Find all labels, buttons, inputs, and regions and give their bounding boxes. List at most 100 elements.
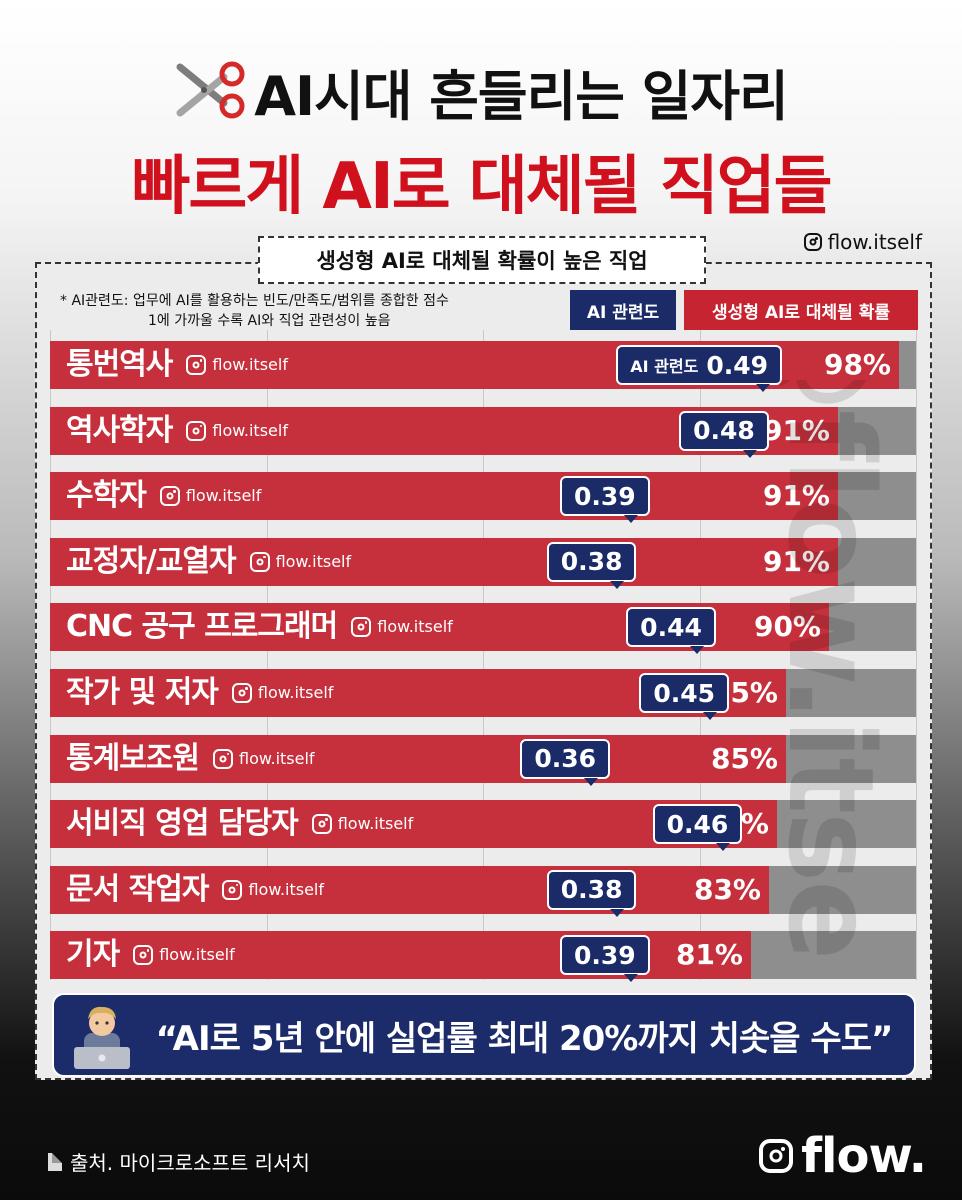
ai-relevance-value: 0.48	[693, 416, 755, 446]
watermark-tag-text: flow.itself	[257, 683, 334, 702]
job-name: 수학자	[66, 478, 147, 514]
job-label: 통계보조원 flow.itself	[66, 735, 315, 783]
note-line-2: 1에 가까울 수록 AI와 직업 관련성이 높음	[148, 313, 391, 329]
instagram-icon	[186, 420, 207, 441]
watermark-tag-text: flow.itself	[185, 486, 262, 506]
probability-label: 81%	[675, 938, 743, 972]
watermark-tag-text: flow.itself	[248, 879, 324, 899]
job-label: 서비직 영업 담당자 flow.itself	[66, 800, 413, 848]
bar-row: 통번역사 flow.itself 98% AI 관련도 0.49	[50, 341, 916, 392]
job-label: 기자 flow.itself	[66, 931, 235, 979]
ai-relevance-badge: AI 관련도 0.49	[616, 345, 782, 392]
job-label: 역사학자 flow.itself	[66, 407, 288, 455]
ai-relevance-badge: 0.38	[546, 869, 637, 917]
instagram-icon	[159, 486, 180, 507]
ai-relevance-badge: 0.46	[652, 804, 743, 852]
watermark-tag: flow.itself	[311, 800, 414, 848]
chart-subtitle: 생성형 AI로 대체될 확률이 높은 직업	[258, 236, 706, 284]
bar-row: 문서 작업자 flow.itself 83% 0.38	[50, 865, 916, 917]
job-label: 교정자/교열자 flow.itself	[66, 538, 351, 586]
ai-relevance-value: 0.39	[574, 940, 636, 970]
watermark-tag: flow.itself	[351, 603, 453, 651]
grid-line	[50, 330, 51, 980]
bar-row: 교정자/교열자 flow.itself 91% 0.38	[50, 537, 916, 589]
ai-relevance-badge: 0.48	[679, 410, 769, 458]
ai-relevance-value: 0.46	[666, 809, 729, 839]
watermark-tag-text: flow.itself	[212, 355, 288, 374]
person-laptop-icon	[74, 1006, 130, 1069]
watermark-tag-text: flow.itself	[212, 420, 288, 440]
chart-note: * AI관련도: 업무에 AI를 활용하는 빈도/만족도/범위를 종합한 점수 …	[60, 291, 449, 331]
column-header-ai-relevance: AI 관련도	[570, 290, 676, 330]
document-icon	[48, 1152, 62, 1171]
probability-bar	[50, 734, 786, 783]
ai-relevance-value: 0.49	[706, 350, 768, 380]
watermark-tag: flow.itself	[231, 669, 334, 717]
ai-relevance-value: 0.38	[560, 875, 623, 905]
note-line-1: * AI관련도: 업무에 AI를 활용하는 빈도/만족도/범위를 종합한 점수	[60, 293, 449, 309]
ai-relevance-value: 0.36	[534, 744, 596, 774]
watermark-tag-text: flow.itself	[377, 617, 453, 637]
instagram-handle-text: flow.itself	[827, 230, 922, 254]
probability-label: 83%	[693, 872, 761, 906]
probability-label: 91%	[762, 544, 830, 578]
grid-line	[700, 330, 701, 980]
watermark-tag: flow.itself	[133, 931, 235, 979]
bar-row: 통계보조원 flow.itself 85% 0.36	[50, 734, 916, 786]
instagram-icon	[186, 355, 207, 375]
job-name: 기자	[66, 937, 120, 973]
ai-relevance-badge: 0.45	[639, 673, 730, 720]
job-name: 작가 및 저자	[66, 675, 219, 710]
job-name: 서비직 영업 담당자	[66, 806, 299, 842]
brand-logo-text: flow.	[801, 1128, 927, 1184]
watermark-tag: flow.itself	[186, 341, 288, 389]
watermark-tag: flow.itself	[222, 866, 324, 914]
job-label: 통번역사 flow.itself	[66, 341, 288, 389]
title-line-2: 빠르게 AI로 대체될 직업들	[131, 150, 833, 224]
grid-line	[483, 330, 484, 980]
instagram-handle-top[interactable]: flow.itself	[803, 230, 922, 254]
job-name: CNC 공구 프로그래머	[66, 609, 338, 645]
source-citation: 출처. 마이크로소프트 리서치	[48, 1147, 310, 1176]
title-line-1: AI시대 흔들리는 일자리	[0, 52, 962, 132]
job-label: 수학자 flow.itself	[66, 472, 261, 520]
instagram-logo-icon	[759, 1139, 794, 1173]
probability-label: 98%	[823, 348, 891, 381]
ai-relevance-prefix: AI 관련도	[630, 357, 699, 376]
ai-relevance-value: 0.39	[574, 481, 636, 511]
bar-row: 역사학자 flow.itself 91% 0.48	[50, 406, 916, 458]
job-name: 통계보조원	[66, 740, 200, 776]
job-name: 통번역사	[66, 347, 173, 382]
watermark-tag: flow.itself	[159, 472, 262, 520]
probability-label: 85%	[710, 741, 778, 775]
bar-row: 수학자 flow.itself 91% 0.39	[50, 472, 916, 524]
chart-grid	[50, 330, 918, 980]
instagram-icon	[133, 945, 154, 966]
brand-logo[interactable]: flow.	[759, 1128, 927, 1184]
instagram-icon	[231, 683, 252, 703]
watermark-tag-text: flow.itself	[239, 748, 315, 768]
bar-row: 기자 flow.itself 81% 0.39	[50, 931, 916, 983]
scissors-icon	[174, 61, 246, 132]
probability-label: 91%	[762, 479, 830, 513]
bar-row: CNC 공구 프로그래머 flow.itself 90% 0.44	[50, 603, 916, 655]
instagram-icon	[351, 617, 372, 638]
instagram-icon	[803, 233, 822, 251]
bar-row: 작가 및 저자 flow.itself 85% 0.45	[50, 669, 916, 720]
instagram-icon	[311, 814, 332, 835]
watermark-tag-text: flow.itself	[275, 551, 352, 571]
grid-line	[916, 330, 917, 980]
job-label: 작가 및 저자 flow.itself	[66, 669, 333, 717]
column-header-replacement-probability: 생성형 AI로 대체될 확률	[684, 290, 918, 330]
instagram-icon	[222, 879, 243, 900]
ai-relevance-value: 0.44	[640, 612, 702, 642]
grid-line	[267, 330, 268, 980]
quote-banner: “AI로 5년 안에 실업률 최대 20%까지 치솟을 수도”	[52, 993, 916, 1077]
title-line-1-text: AI시대 흔들리는 일자리	[254, 65, 789, 128]
watermark-tag-text: flow.itself	[337, 814, 414, 834]
probability-bar	[50, 472, 838, 521]
job-name: 역사학자	[66, 412, 173, 448]
job-name: 교정자/교열자	[66, 543, 237, 579]
ai-relevance-badge: 0.39	[560, 476, 650, 524]
watermark-tag-text: flow.itself	[159, 945, 235, 965]
